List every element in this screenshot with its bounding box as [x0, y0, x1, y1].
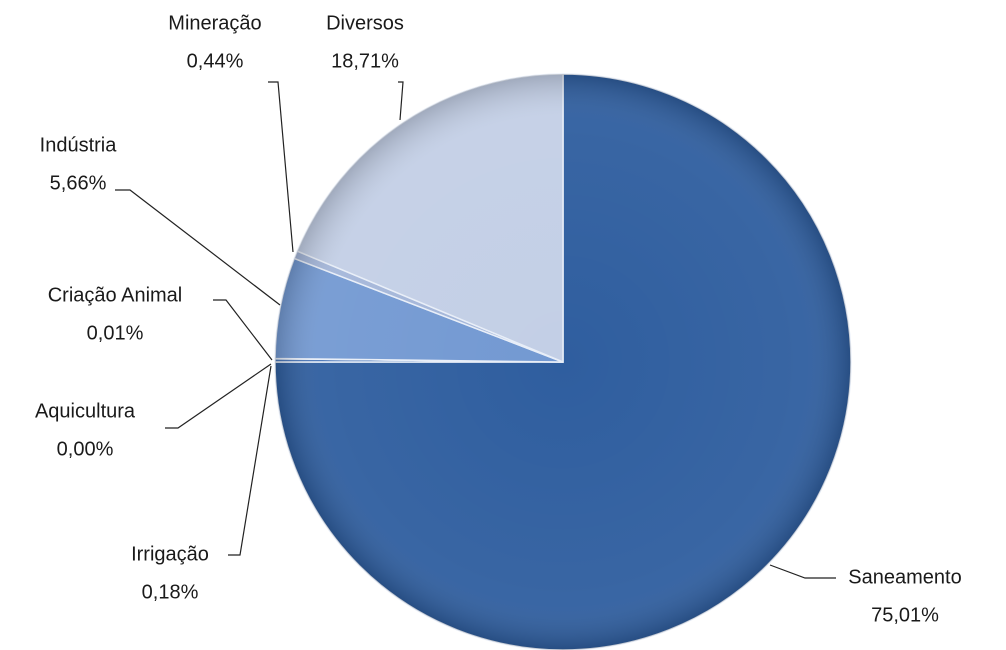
slice-label: Saneamento	[848, 566, 961, 588]
slice-label: Aquicultura	[35, 400, 136, 422]
slice-value-label: 0,44%	[187, 50, 244, 72]
leader-line	[213, 299, 273, 361]
slice-value-label: 75,01%	[871, 604, 939, 626]
labels: Saneamento 75,01% Irrigação 0,18% Aquicultur…	[35, 12, 962, 626]
leader-line	[115, 189, 281, 306]
leader-line	[268, 81, 294, 253]
leader-line	[769, 564, 836, 579]
slice-value-label: 5,66%	[50, 172, 107, 194]
slice-label: Mineração	[168, 12, 261, 34]
slice-value-label: 18,71%	[331, 50, 399, 72]
slice-label: Indústria	[40, 134, 118, 156]
leader-line	[228, 365, 272, 556]
leader-line	[398, 81, 404, 121]
slice-value-label: 0,01%	[87, 322, 144, 344]
leader-line	[165, 363, 272, 429]
slice-label: Diversos	[326, 12, 404, 34]
pie	[274, 73, 852, 650]
slice-value-label: 0,00%	[57, 438, 114, 460]
slice-value-label: 0,18%	[142, 581, 199, 603]
slice-label: Criação Animal	[48, 284, 183, 306]
slice-label: Irrigação	[131, 543, 209, 565]
